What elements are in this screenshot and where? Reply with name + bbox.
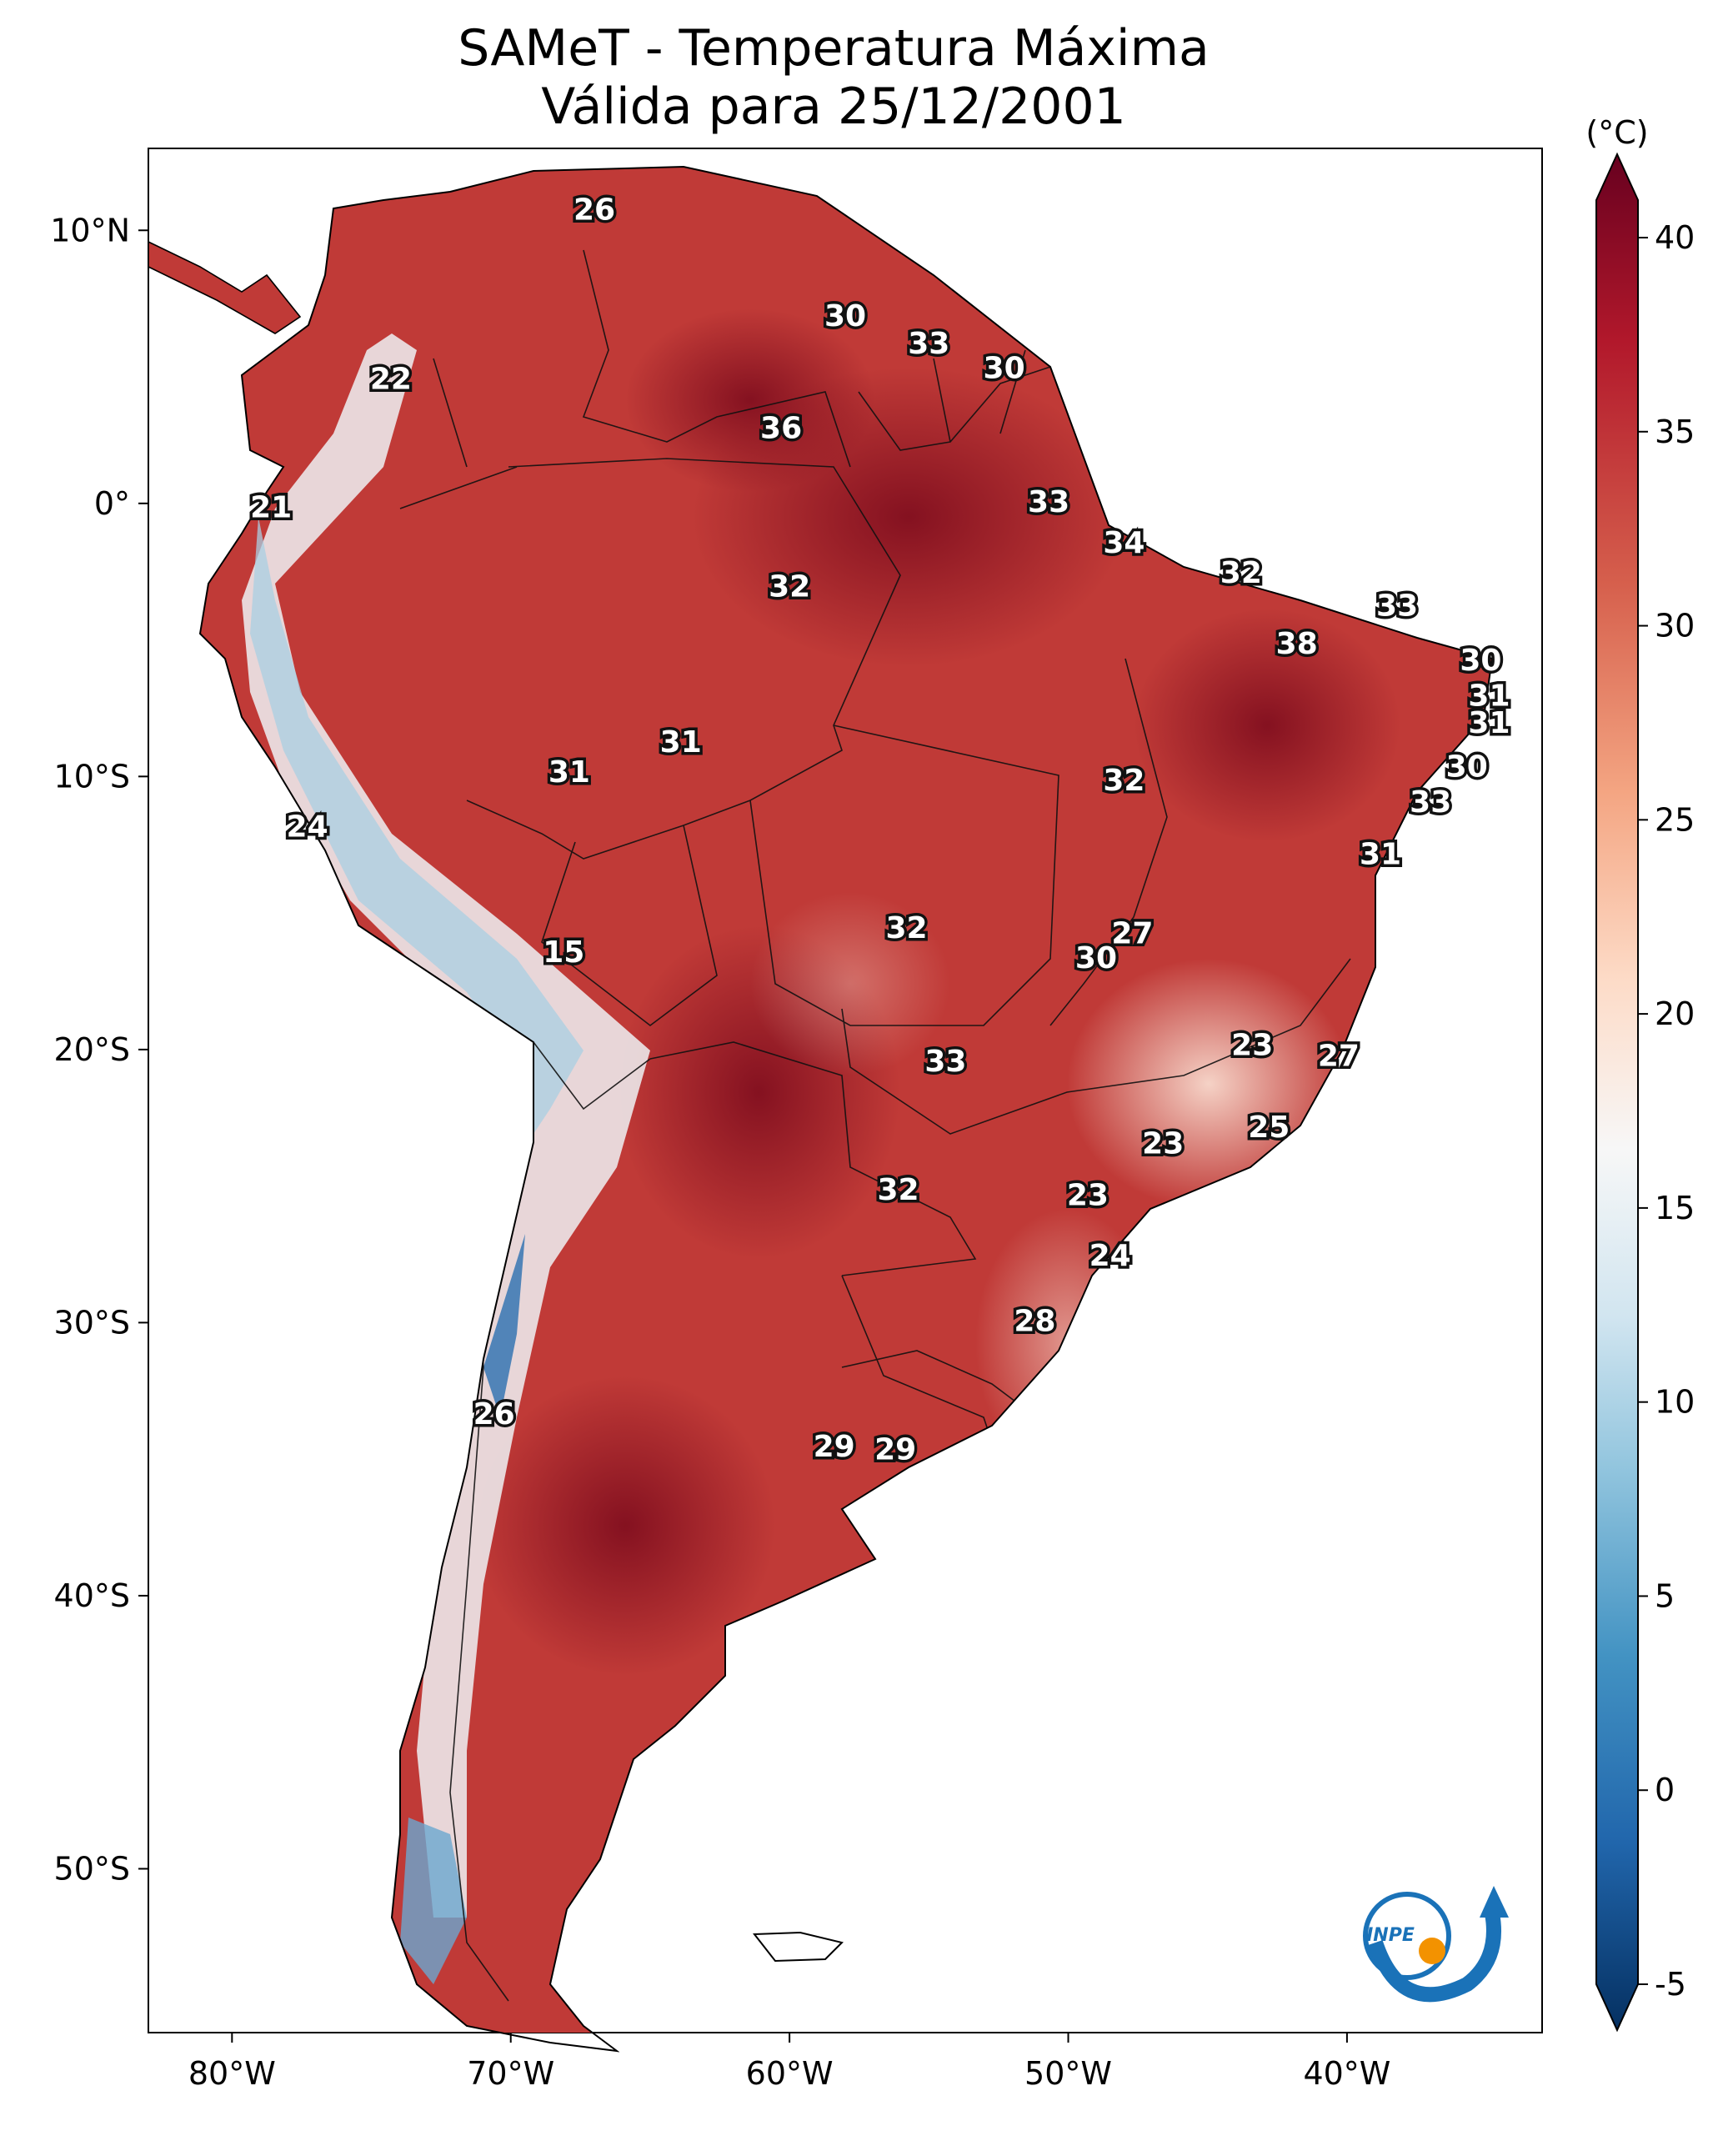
lat-tick-label: 20°S: [54, 1031, 130, 1068]
colorbar-tick-label: 20: [1655, 995, 1695, 1032]
temperature-label: 33: [1410, 785, 1451, 820]
temperature-label: 30: [1446, 750, 1488, 785]
temperature-label: 31: [1468, 706, 1510, 740]
inpe-logo-text: INPE: [1366, 1925, 1415, 1946]
temperature-label: 26: [473, 1397, 515, 1431]
lat-tick-label: 40°S: [54, 1577, 130, 1614]
lon-tick-label: 40°W: [1303, 2055, 1390, 2092]
temperature-label: 30: [1075, 941, 1117, 975]
temperature-label: 29: [814, 1430, 855, 1464]
temperature-label: 34: [1103, 526, 1144, 560]
temperature-label: 23: [1067, 1179, 1109, 1213]
temperature-label: 31: [660, 725, 702, 760]
temperature-label: 31: [1360, 837, 1401, 871]
colorbar-tick-label: -5: [1655, 1966, 1686, 2003]
lat-tick-label: 0°: [94, 485, 130, 522]
colorbar-tick-label: 15: [1655, 1190, 1695, 1226]
colorbar-ticks: 40 35 30 25 20 15 10 5 0 -5: [1638, 219, 1695, 2003]
colorbar-tick-label: 40: [1655, 219, 1695, 256]
latitude-axis: 10°N 0° 10°S 20°S 30°S 40°S 50°S: [50, 212, 148, 1887]
temperature-label: 32: [769, 569, 810, 604]
temperature-label: 22: [370, 362, 412, 396]
temperature-label: 33: [1028, 485, 1069, 519]
lon-tick-label: 80°W: [188, 2055, 276, 2092]
temperature-label: 26: [573, 193, 615, 227]
map-title-line-1: SAMeT - Temperatura Máxima: [458, 19, 1210, 78]
temperature-label: 27: [1318, 1040, 1360, 1074]
lon-tick-label: 50°W: [1024, 2055, 1112, 2092]
lat-tick-label: 10°S: [54, 758, 130, 795]
colorbar-tick-label: 35: [1655, 414, 1695, 450]
inpe-logo: INPE: [1363, 1886, 1509, 2003]
colorbar: (°C) 40 35 30 25 20 15 10 5 0 -5: [1585, 114, 1695, 2033]
temperature-label: 33: [924, 1045, 966, 1079]
temperature-label: 32: [1220, 556, 1262, 590]
temperature-label: 27: [1111, 916, 1153, 950]
colorbar-tick-label: 25: [1655, 801, 1695, 838]
lat-tick-label: 10°N: [50, 212, 130, 248]
lat-tick-label: 30°S: [54, 1304, 130, 1341]
temperature-label: 23: [1231, 1029, 1273, 1063]
continent-outline: [198, 165, 1494, 2053]
colorbar-tick-label: 10: [1655, 1384, 1695, 1421]
temperature-label: 31: [548, 755, 590, 790]
map-title-line-2: Válida para 25/12/2001: [541, 78, 1126, 136]
temperature-label: 33: [1376, 589, 1418, 623]
falkland-islands: [753, 1931, 844, 1963]
temperature-label: 30: [1460, 644, 1501, 678]
temperature-label: 24: [1089, 1239, 1131, 1273]
inpe-logo-orange-dot: [1419, 1938, 1445, 1964]
temperature-label: 30: [984, 351, 1025, 385]
temperature-label: 23: [1142, 1127, 1184, 1161]
temperature-label: 32: [886, 911, 928, 945]
temperature-label: 32: [1103, 764, 1144, 798]
temperature-label: 32: [877, 1173, 919, 1207]
temperature-label: 15: [543, 935, 584, 970]
lon-tick-label: 60°W: [746, 2055, 834, 2092]
temperature-label: 36: [760, 411, 802, 445]
lat-tick-label: 50°S: [54, 1850, 130, 1887]
temperature-label: 33: [908, 327, 949, 361]
colorbar-tick-label: 30: [1655, 608, 1695, 644]
colorbar-bar: [1595, 152, 1639, 2033]
temperature-label: 25: [1248, 1111, 1290, 1145]
temperature-label: 24: [287, 810, 328, 845]
central-america-coast: [148, 240, 302, 334]
temperature-label: 29: [874, 1432, 916, 1467]
temperature-label: 21: [250, 490, 292, 524]
longitude-axis: 80°W 70°W 60°W 50°W 40°W: [188, 2033, 1390, 2092]
temperature-label: 30: [824, 299, 866, 333]
lon-tick-label: 70°W: [467, 2055, 554, 2092]
temperature-label: 28: [1014, 1304, 1055, 1338]
temperature-label: 31: [1468, 679, 1510, 713]
colorbar-tick-label: 0: [1655, 1772, 1675, 1808]
colorbar-unit-label: (°C): [1585, 114, 1648, 151]
colorbar-tick-label: 5: [1655, 1577, 1675, 1614]
temperature-label: 38: [1276, 627, 1318, 661]
